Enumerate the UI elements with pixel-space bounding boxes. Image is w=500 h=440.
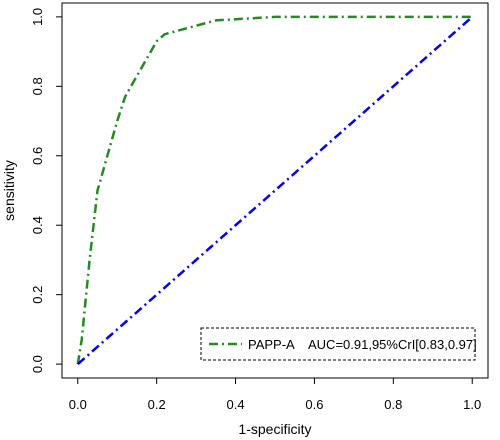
x-tick-label: 0.0 xyxy=(69,397,87,412)
y-tick-label: 0.4 xyxy=(30,216,45,234)
x-tick-label: 1.0 xyxy=(463,397,481,412)
y-tick-label: 0.6 xyxy=(30,147,45,165)
y-tick-label: 0.0 xyxy=(30,355,45,373)
x-tick-label: 0.2 xyxy=(148,397,166,412)
x-axis-label: 1-specificity xyxy=(238,421,311,437)
legend-box xyxy=(200,327,476,361)
y-tick-label: 0.2 xyxy=(30,286,45,304)
series-line-reference-diagonal xyxy=(76,15,474,366)
y-tick-label: 0.8 xyxy=(30,77,45,95)
x-tick-label: 0.6 xyxy=(305,397,323,412)
y-axis: 0.0 0.2 0.4 0.6 0.8 1.0 xyxy=(30,8,62,373)
x-axis: 0.0 0.2 0.4 0.6 0.8 1.0 xyxy=(69,378,481,412)
legend-label-papp-a: PAPP-A xyxy=(248,337,295,352)
plot-frame xyxy=(61,2,489,379)
x-tick-label: 0.8 xyxy=(384,397,402,412)
legend-stat-papp-a: AUC=0.91,95%CrI[0.83,0.97] xyxy=(308,337,477,352)
x-tick-label: 0.4 xyxy=(227,397,245,412)
legend: PAPP-A AUC=0.91,95%CrI[0.83,0.97] xyxy=(200,327,477,361)
plot-marks xyxy=(76,15,474,366)
y-tick-label: 1.0 xyxy=(30,8,45,26)
series-line-papp-a xyxy=(76,15,473,365)
y-axis-label: sensitivity xyxy=(1,160,17,221)
